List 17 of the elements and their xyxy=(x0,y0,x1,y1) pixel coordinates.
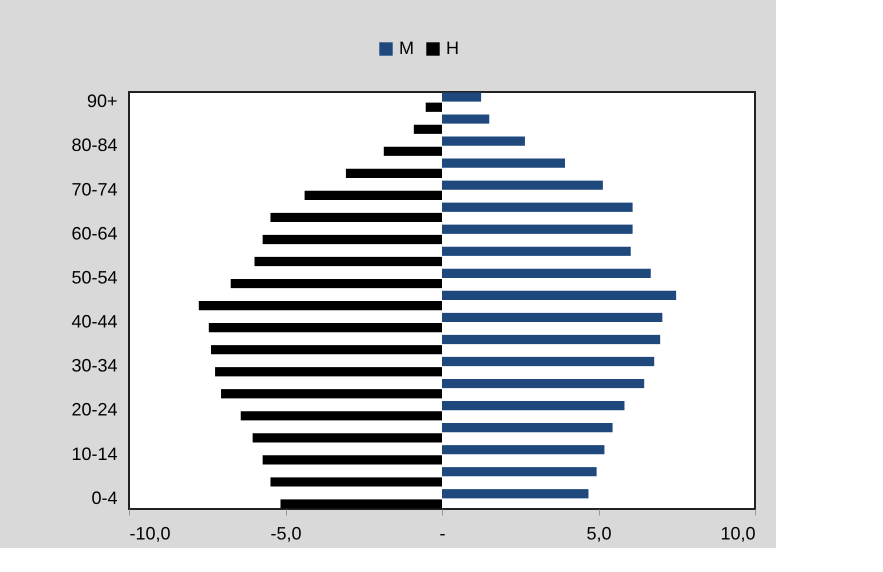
x-tick-label: 5,0 xyxy=(586,524,612,544)
legend-label: M xyxy=(399,38,414,58)
y-tick-label: 50-54 xyxy=(71,267,118,288)
x-tick-label: - xyxy=(440,524,446,544)
y-tick-label: 40-44 xyxy=(71,312,118,332)
legend-label: H xyxy=(446,38,459,58)
y-tick-label: 0-4 xyxy=(91,488,118,508)
y-tick-label: 60-64 xyxy=(71,223,118,244)
y-tick-label: 90+ xyxy=(86,91,118,112)
y-tick-label: 10-14 xyxy=(71,444,118,464)
x-tick-label: -5,0 xyxy=(270,524,302,544)
x-tick-label: -10,0 xyxy=(130,524,171,544)
y-tick-label: 30-34 xyxy=(71,356,118,376)
y-tick-label: 70-74 xyxy=(71,179,118,200)
y-tick-label: 80-84 xyxy=(71,135,118,156)
x-tick-label: 10,0 xyxy=(720,524,756,544)
y-tick-label: 20-24 xyxy=(71,400,118,420)
